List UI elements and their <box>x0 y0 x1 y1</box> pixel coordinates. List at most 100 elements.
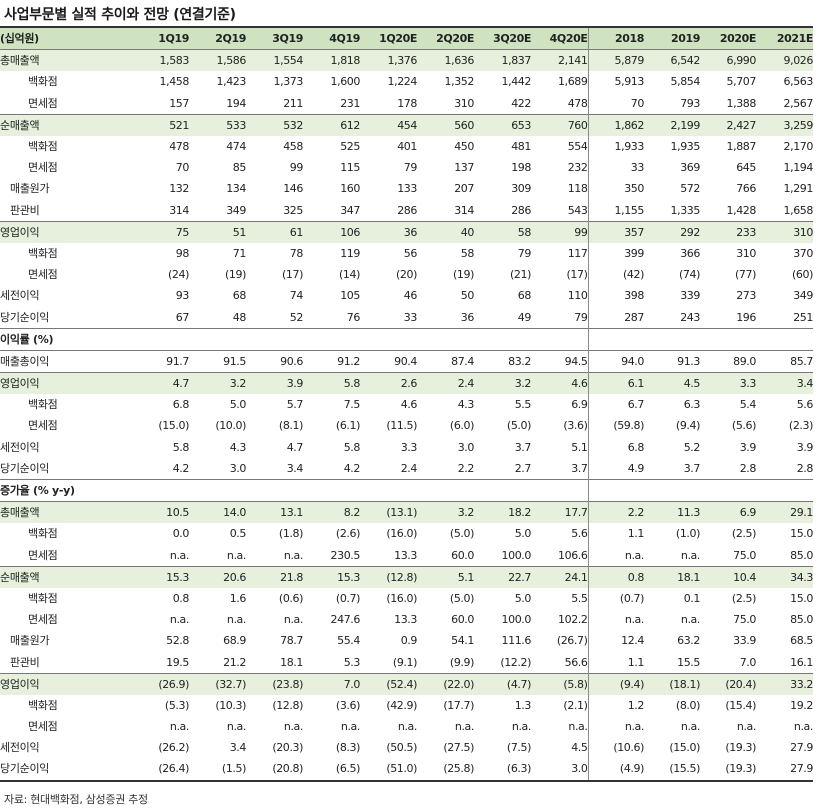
table-cell <box>132 327 189 351</box>
table-cell: (27.5) <box>443 741 474 755</box>
table-row: 면세점 n.a. n.a. n.a. 230.5 13.3 60.0 100.0 106.6 n.… <box>0 544 813 567</box>
table-cell: (3.6) <box>563 419 588 433</box>
table-cell <box>360 478 417 502</box>
table-cell: (17.7) <box>443 698 474 712</box>
table-cell: (5.3) <box>164 698 189 712</box>
table-cell: 1,458 <box>159 75 190 89</box>
table-cell: 1,586 <box>189 49 246 72</box>
table-cell: 1,636 <box>417 49 474 72</box>
table-cell <box>132 478 189 502</box>
table-cell: 36 <box>360 220 417 243</box>
table-cell: 1,376 <box>360 49 417 72</box>
table-cell: (20.3) <box>272 741 303 755</box>
table-row: 세전이익 93 68 74 105 46 50 68 110 398 339 273 349 <box>0 285 813 307</box>
table-cell: (20.4) <box>700 672 756 695</box>
table-cell: 3.0 <box>457 440 474 454</box>
table-cell: 5.6 <box>571 527 588 541</box>
table-cell: 1.2 <box>587 694 644 716</box>
table-cell: 133 <box>397 182 417 196</box>
table-cell: 33.9 <box>733 634 756 648</box>
table-cell: 1,373 <box>273 75 304 89</box>
table-cell: 14.0 <box>189 501 246 524</box>
table-cell: (0.7) <box>587 587 644 610</box>
table-cell: 287 <box>587 306 644 329</box>
table-cell: 10.4 <box>700 565 756 588</box>
table-cell: n.a. <box>680 613 700 627</box>
table-cell: n.a. <box>680 548 700 562</box>
table-cell: 61 <box>246 220 303 243</box>
table-cell: 1,658 <box>783 203 814 217</box>
table-cell: 33 <box>587 157 644 179</box>
table-cell: 521 <box>132 113 189 136</box>
table-row: 순매출액 15.3 20.6 21.8 15.3 (12.8) 5.1 22.7 24.1 0.8… <box>0 565 813 588</box>
table-cell: 91.2 <box>303 349 360 373</box>
header-period: 2019 <box>644 28 700 50</box>
table-cell: n.a. <box>587 544 644 567</box>
table-cell: 18.1 <box>644 565 700 588</box>
table-cell: 422 <box>511 96 531 110</box>
table-cell: 1,862 <box>587 113 644 136</box>
table-cell: (8.0) <box>675 698 700 712</box>
table-cell: 481 <box>511 140 531 154</box>
table-cell: 8.2 <box>303 501 360 524</box>
row-label: 영업이익 <box>0 220 132 243</box>
table-cell: (14) <box>339 268 360 282</box>
table-row: 면세점 70 85 99 115 79 137 198 232 33 369 645 1,194 <box>0 157 813 179</box>
table-cell: 231 <box>340 96 360 110</box>
row-label: 매출원가 <box>10 182 50 196</box>
table-cell: (16.0) <box>386 591 417 605</box>
table-cell: 3.0 <box>531 758 588 782</box>
table-cell <box>756 478 813 502</box>
table-cell <box>474 478 531 502</box>
table-row: 당기순이익 4.2 3.0 3.4 4.2 2.4 2.2 2.7 3.7 4.9 3.7 2.8 2.… <box>0 457 813 480</box>
table-cell: 52 <box>289 310 303 324</box>
header-period: 1Q19 <box>132 28 189 50</box>
table-cell: 2.6 <box>360 372 417 395</box>
table-cell: 60.0 <box>451 613 474 627</box>
table-cell: 79 <box>403 161 417 175</box>
table-cell: 5.8 <box>303 372 360 395</box>
table-cell: 2.2 <box>457 461 474 475</box>
table-cell: 4.5 <box>644 372 700 395</box>
table-cell: 325 <box>283 203 303 217</box>
table-cell: 85 <box>232 161 246 175</box>
row-label: 백화점 <box>28 527 58 541</box>
table-cell: (4.7) <box>474 672 531 695</box>
row-label: 백화점 <box>28 75 58 89</box>
table-cell: 13.1 <box>246 501 303 524</box>
table-cell: 91.7 <box>132 349 189 373</box>
table-cell: 243 <box>680 310 700 324</box>
table-cell: 58 <box>474 220 531 243</box>
table-cell <box>246 327 303 351</box>
table-cell: 11.3 <box>644 501 700 524</box>
table-cell: (1.5) <box>189 758 246 782</box>
table-cell: 4.3 <box>229 440 246 454</box>
table-row: 당기순이익 (26.4) (1.5) (20.8) (6.5) (51.0) (25.8)(… <box>0 758 813 782</box>
table-cell <box>644 327 700 351</box>
row-label: 당기순이익 <box>0 758 132 782</box>
table-cell: 78 <box>289 246 303 260</box>
table-cell: 105 <box>340 289 360 303</box>
table-cell: 310 <box>454 96 474 110</box>
table-cell: 7.0 <box>739 655 756 669</box>
table-cell: 33.2 <box>756 672 813 695</box>
table-cell: 3.0 <box>229 461 246 475</box>
table-cell: (0.6) <box>278 591 303 605</box>
table-cell: 5.5 <box>514 398 531 412</box>
table-cell: 13.3 <box>394 548 417 562</box>
table-row: 백화점 98 71 78 119 56 58 79 117 399 366 310 370 <box>0 242 813 265</box>
table-row: 영업이익 4.7 3.2 3.9 5.8 2.6 2.4 3.2 4.6 6.1 4.5 3.3 3.4 <box>0 372 813 395</box>
table-cell: 1,423 <box>216 75 247 89</box>
table-cell: 99 <box>289 161 303 175</box>
table-cell: (6.0) <box>449 419 474 433</box>
table-cell: 1,291 <box>783 182 814 196</box>
row-label: 세전이익 <box>0 440 40 454</box>
header-unit: (십억원) <box>0 28 132 50</box>
table-cell: 27.9 <box>790 741 813 755</box>
table-cell: 478 <box>567 96 588 110</box>
table-cell: 55.4 <box>337 634 360 648</box>
table-cell: 146 <box>283 182 303 196</box>
table-cell: 75.0 <box>733 548 756 562</box>
header-period: 2Q19 <box>189 28 246 50</box>
table-cell <box>756 327 813 351</box>
